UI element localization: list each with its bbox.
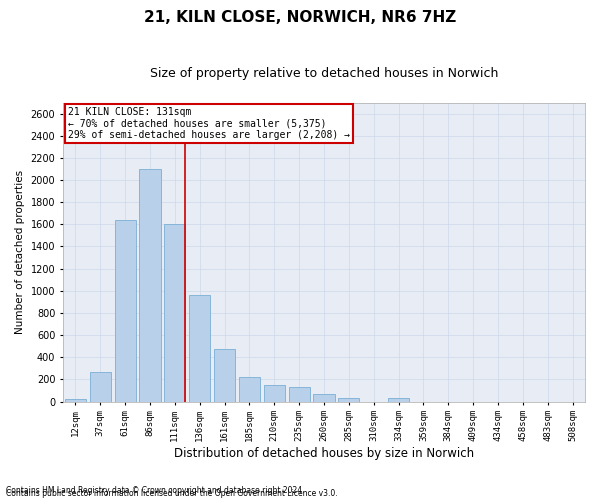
Bar (89, 372, 111, 402)
Bar (239, 377, 260, 402)
Text: Contains HM Land Registry data © Crown copyright and database right 2024.: Contains HM Land Registry data © Crown c… (6, 486, 305, 495)
Bar (388, 398, 409, 402)
Bar (214, 350, 235, 402)
Bar (263, 386, 285, 402)
Bar (338, 398, 359, 402)
Bar (115, 220, 136, 402)
Bar (313, 394, 335, 402)
Bar (189, 295, 210, 402)
Title: Size of property relative to detached houses in Norwich: Size of property relative to detached ho… (150, 68, 498, 80)
Bar (289, 387, 310, 402)
Text: Contains public sector information licensed under the Open Government Licence v3: Contains public sector information licen… (6, 488, 338, 498)
Bar (164, 224, 185, 402)
Bar (139, 169, 161, 402)
Text: 21, KILN CLOSE, NORWICH, NR6 7HZ: 21, KILN CLOSE, NORWICH, NR6 7HZ (144, 10, 456, 25)
Y-axis label: Number of detached properties: Number of detached properties (15, 170, 25, 334)
X-axis label: Distribution of detached houses by size in Norwich: Distribution of detached houses by size … (174, 447, 474, 460)
Bar (65, 399, 86, 402)
Text: 21 KILN CLOSE: 131sqm
← 70% of detached houses are smaller (5,375)
29% of semi-d: 21 KILN CLOSE: 131sqm ← 70% of detached … (68, 107, 350, 140)
